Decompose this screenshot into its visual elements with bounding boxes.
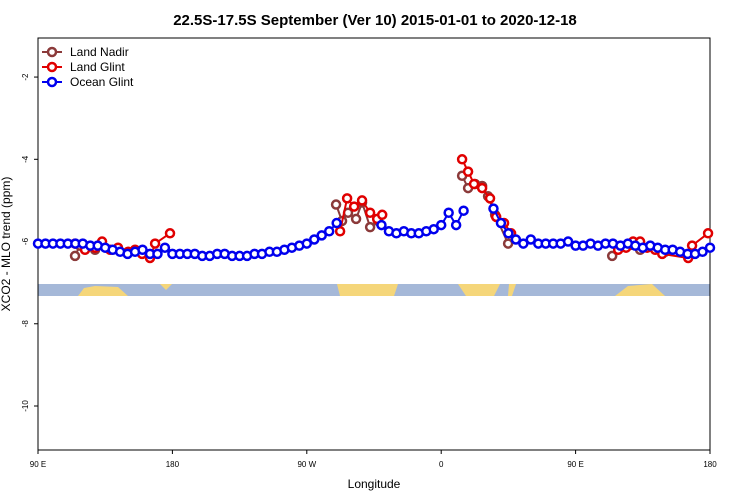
legend-marker (46, 46, 58, 58)
x-tick-label: 180 (703, 460, 717, 469)
data-point (443, 207, 454, 219)
data-point (525, 234, 537, 245)
data-point (495, 217, 507, 229)
data-point (341, 193, 353, 204)
data-point (323, 226, 335, 237)
data-point (697, 246, 708, 258)
data-point (164, 228, 176, 239)
y-tick-label: -4 (21, 155, 30, 163)
data-point (149, 238, 161, 249)
data-point (435, 219, 447, 231)
legend-label: Ocean Glint (70, 75, 134, 89)
data-point (364, 221, 376, 233)
y-tick-label: -8 (21, 320, 30, 328)
axes: 90 E 180 90 W 0 90 E 180 -10 -8 -6 -4 -2 (21, 73, 717, 469)
data-point (686, 240, 698, 251)
data-point (376, 209, 388, 221)
data-point (510, 234, 522, 245)
data-point (348, 201, 360, 212)
data-point (562, 236, 574, 247)
x-tick-label: 90 W (297, 460, 316, 469)
data-point (356, 195, 368, 206)
data-point (159, 242, 171, 253)
y-axis-label: XCO2 - MLO trend (ppm) (0, 177, 13, 312)
data-point (137, 244, 148, 256)
land-ocean-strip (38, 284, 710, 296)
plot-marks (32, 154, 716, 264)
x-tick-label: 90 E (30, 460, 46, 469)
legend-label: Land Nadir (70, 45, 129, 59)
data-point (518, 238, 529, 249)
x-axis-label: Longitude (348, 477, 401, 491)
data-point (702, 228, 714, 239)
legend-marker (46, 61, 58, 73)
data-point (484, 193, 496, 204)
data-point (331, 217, 342, 229)
x-tick-label: 180 (166, 460, 180, 469)
data-point (301, 238, 313, 249)
data-point (450, 219, 462, 231)
y-tick-label: -6 (21, 237, 30, 245)
land-band (615, 284, 665, 296)
land-band (160, 284, 172, 290)
data-point (330, 199, 342, 210)
data-point (476, 182, 488, 194)
legend-label: Land Glint (70, 60, 125, 74)
legend-marker (46, 76, 58, 88)
x-tick-label: 0 (439, 460, 444, 469)
land-band (508, 284, 516, 296)
data-point (376, 219, 387, 231)
x-tick-label: 90 E (567, 460, 583, 469)
data-point (488, 203, 499, 214)
data-point (316, 230, 327, 241)
data-point (606, 250, 618, 262)
data-point (309, 234, 320, 245)
land-band (458, 284, 500, 296)
data-point (364, 207, 376, 219)
land-band (337, 284, 398, 296)
data-point (350, 213, 362, 225)
data-point (69, 250, 81, 262)
data-point (152, 248, 163, 260)
data-point (334, 226, 346, 237)
data-point (462, 166, 474, 177)
data-point (704, 242, 716, 253)
land-band (78, 286, 128, 296)
data-point (458, 205, 469, 216)
data-point (503, 228, 514, 239)
data-point (428, 223, 439, 235)
data-point (456, 154, 468, 165)
chart-title: 22.5S-17.5S September (Ver 10) 2015-01-0… (173, 12, 577, 29)
y-tick-label: -10 (21, 400, 30, 412)
y-tick-label: -2 (21, 73, 30, 81)
data-point (502, 238, 514, 249)
data-point (468, 178, 480, 190)
